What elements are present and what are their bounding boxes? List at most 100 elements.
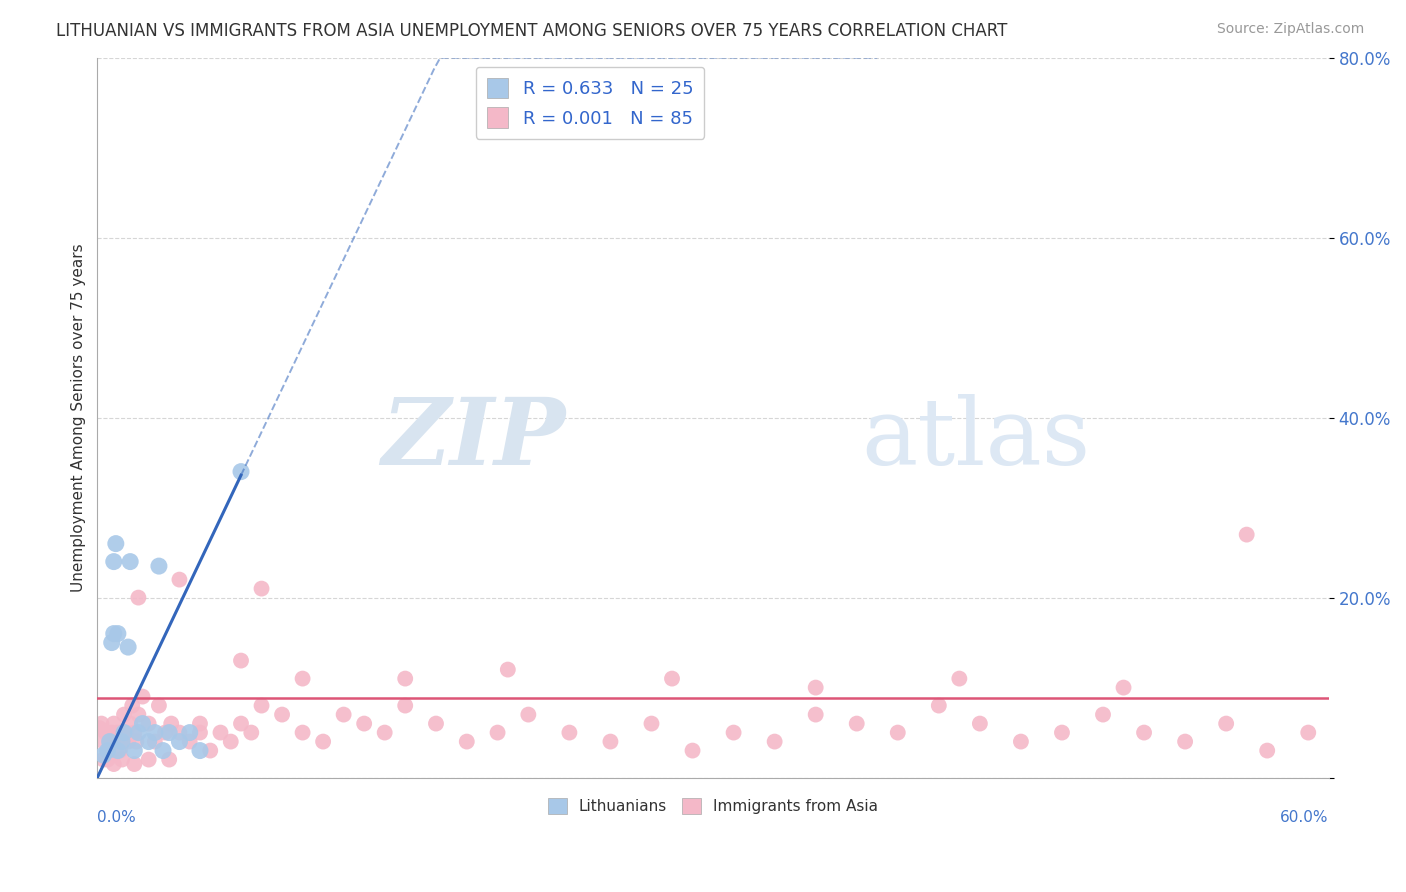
Point xyxy=(179,734,201,748)
Point xyxy=(148,698,170,713)
Point xyxy=(107,743,129,757)
Point xyxy=(138,734,160,748)
Point xyxy=(1215,716,1237,731)
Point xyxy=(1112,681,1135,695)
Point xyxy=(229,716,252,731)
Point xyxy=(143,734,166,748)
Point xyxy=(845,716,868,731)
Point xyxy=(1256,743,1278,757)
Point xyxy=(107,626,129,640)
Point xyxy=(661,672,683,686)
Point xyxy=(517,707,540,722)
Point xyxy=(157,753,180,767)
Point xyxy=(125,734,148,748)
Point xyxy=(353,716,375,731)
Point xyxy=(93,747,115,762)
Point xyxy=(127,707,149,722)
Point xyxy=(111,734,134,748)
Point xyxy=(169,725,191,739)
Point xyxy=(90,716,112,731)
Point xyxy=(291,725,314,739)
Point xyxy=(394,698,416,713)
Point xyxy=(104,734,127,748)
Point xyxy=(240,725,263,739)
Point xyxy=(157,725,180,739)
Point xyxy=(1050,725,1073,739)
Point xyxy=(104,536,127,550)
Point xyxy=(169,573,191,587)
Point xyxy=(250,698,273,713)
Point xyxy=(160,716,183,731)
Text: 60.0%: 60.0% xyxy=(1281,810,1329,825)
Point xyxy=(486,725,509,739)
Text: ZIP: ZIP xyxy=(381,394,565,484)
Point xyxy=(97,743,120,757)
Point xyxy=(1010,734,1032,748)
Point xyxy=(425,716,447,731)
Point xyxy=(153,725,176,739)
Text: LITHUANIAN VS IMMIGRANTS FROM ASIA UNEMPLOYMENT AMONG SENIORS OVER 75 YEARS CORR: LITHUANIAN VS IMMIGRANTS FROM ASIA UNEMP… xyxy=(56,22,1008,40)
Point xyxy=(115,725,138,739)
Point xyxy=(103,555,125,569)
Point xyxy=(148,559,170,574)
Point xyxy=(124,725,146,739)
Point xyxy=(131,716,153,731)
Point xyxy=(804,707,827,722)
Point xyxy=(103,626,125,640)
Point xyxy=(152,743,174,757)
Point xyxy=(1236,527,1258,541)
Point xyxy=(111,734,134,748)
Point xyxy=(229,654,252,668)
Point xyxy=(1296,725,1319,739)
Point xyxy=(1092,707,1115,722)
Point xyxy=(887,725,910,739)
Point xyxy=(97,753,120,767)
Text: 0.0%: 0.0% xyxy=(97,810,136,825)
Point xyxy=(456,734,478,748)
Point xyxy=(804,681,827,695)
Point xyxy=(250,582,273,596)
Point xyxy=(640,716,662,731)
Text: atlas: atlas xyxy=(860,394,1090,484)
Point xyxy=(1174,734,1197,748)
Point xyxy=(138,753,160,767)
Point xyxy=(599,734,621,748)
Point xyxy=(111,753,134,767)
Point xyxy=(374,725,396,739)
Point xyxy=(103,757,125,772)
Point xyxy=(169,734,191,748)
Point xyxy=(928,698,950,713)
Point xyxy=(131,690,153,704)
Point xyxy=(200,743,222,757)
Point xyxy=(120,555,142,569)
Point xyxy=(121,698,143,713)
Point xyxy=(682,743,704,757)
Point xyxy=(112,707,135,722)
Point xyxy=(312,734,335,748)
Point xyxy=(107,725,129,739)
Point xyxy=(948,672,970,686)
Point xyxy=(179,725,201,739)
Point xyxy=(229,465,252,479)
Point xyxy=(117,640,139,654)
Point xyxy=(332,707,354,722)
Point xyxy=(124,757,146,772)
Point xyxy=(271,707,294,722)
Point xyxy=(127,725,149,739)
Point xyxy=(124,743,146,757)
Point xyxy=(103,716,125,731)
Point xyxy=(291,672,314,686)
Point xyxy=(969,716,991,731)
Point xyxy=(93,734,115,748)
Point xyxy=(89,721,111,735)
Text: Source: ZipAtlas.com: Source: ZipAtlas.com xyxy=(1216,22,1364,37)
Point xyxy=(188,743,211,757)
Point xyxy=(98,734,121,748)
Point xyxy=(127,591,149,605)
Point xyxy=(120,716,142,731)
Point xyxy=(1133,725,1156,739)
Point xyxy=(558,725,581,739)
Point xyxy=(108,743,131,757)
Point xyxy=(112,725,135,739)
Point xyxy=(209,725,232,739)
